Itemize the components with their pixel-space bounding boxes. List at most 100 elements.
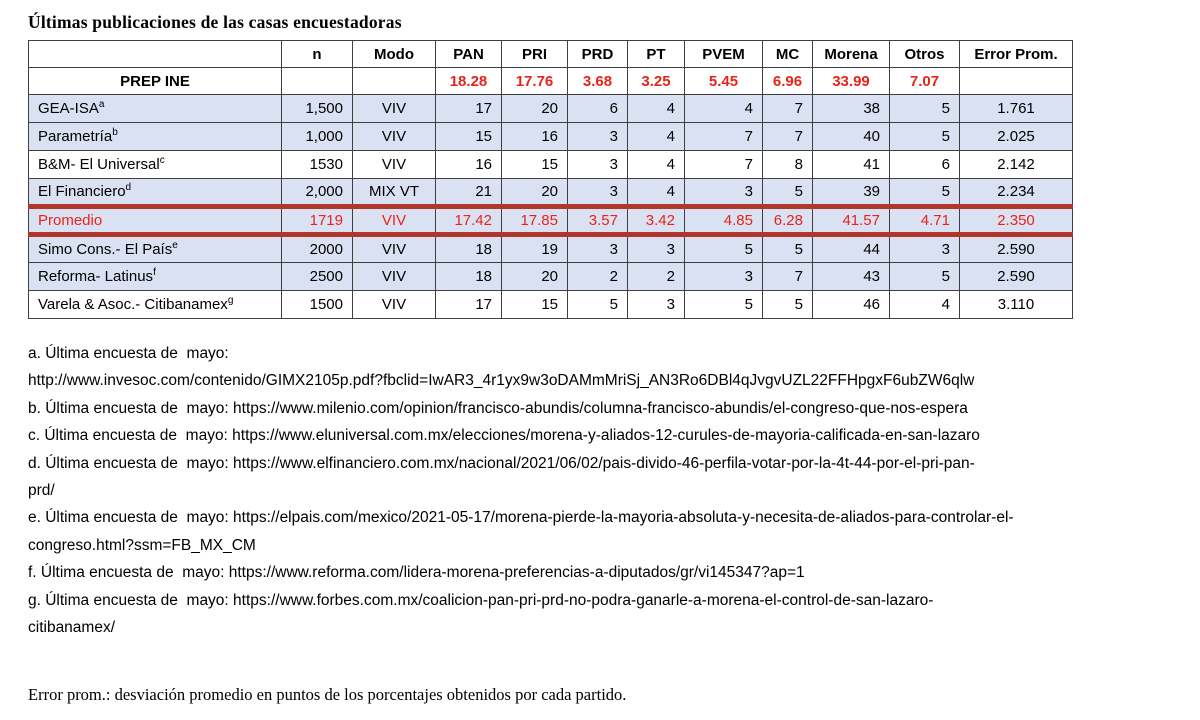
party-value-cell: 6.96 — [762, 67, 813, 95]
sample-size-cell: 1500 — [281, 290, 353, 319]
party-value-cell: 20 — [501, 178, 568, 207]
party-value-cell: 5 — [567, 290, 628, 319]
party-value-cell: 15 — [435, 122, 502, 151]
party-value-cell: 3 — [684, 262, 763, 291]
sample-size-cell — [281, 67, 353, 95]
sample-size-cell: 2,000 — [281, 178, 353, 207]
footnote-marker: g — [227, 295, 234, 306]
footnote-line: g. Última encuesta de mayo: https://www.… — [28, 591, 934, 609]
party-value-cell: 44 — [812, 234, 890, 263]
prep-ine-row: PREP INE 18.28 17.76 3.68 3.25 5.45 6.96 33.99 7… — [28, 67, 1073, 95]
party-value-cell: 18 — [435, 234, 502, 263]
party-value-cell: 2 — [567, 262, 628, 291]
party-value-cell: 3.57 — [567, 204, 628, 237]
party-value-cell: 4 — [627, 94, 685, 123]
footnote: c. Última encuesta de mayo: https://www.… — [28, 422, 1180, 449]
footnote-line: c. Última encuesta de mayo: https://www.… — [28, 427, 980, 445]
sample-size-cell: 1,500 — [281, 94, 353, 123]
mode-cell: VIV — [352, 204, 436, 237]
party-value-cell: 3 — [684, 178, 763, 207]
pollster-name-cell: El Financierod — [28, 178, 282, 207]
party-value-cell: 4 — [889, 290, 960, 319]
party-value-cell: 17 — [435, 94, 502, 123]
party-value-cell: 5 — [684, 290, 763, 319]
footnote-line: d. Última encuesta de mayo: https://www.… — [28, 454, 975, 472]
table-header-row: n Modo PAN PRI PRD PT PVEM MC Morena Otros Error P… — [28, 40, 1073, 68]
party-value-cell: 38 — [812, 94, 890, 123]
party-value-cell: 19 — [501, 234, 568, 263]
footnote-line: http://www.invesoc.com/contenido/GIMX210… — [28, 372, 975, 390]
footnote-line: e. Última encuesta de mayo: https://elpa… — [28, 509, 1014, 527]
party-value-cell: 17 — [435, 290, 502, 319]
party-value-cell: 39 — [812, 178, 890, 207]
footnote: f. Última encuesta de mayo: https://www.… — [28, 559, 1180, 586]
column-header: MC — [762, 40, 813, 68]
party-value-cell: 3.25 — [627, 67, 685, 95]
table-row: Varela & Asoc.- Citibanamexg 1500 VIV 17 15 5… — [28, 290, 1073, 319]
party-value-cell: 2 — [627, 262, 685, 291]
error-cell: 2.590 — [959, 262, 1073, 291]
party-value-cell: 7 — [762, 122, 813, 151]
sample-size-cell: 1719 — [281, 204, 353, 237]
party-value-cell: 7 — [762, 94, 813, 123]
party-value-cell: 43 — [812, 262, 890, 291]
party-value-cell: 3.68 — [567, 67, 628, 95]
party-value-cell: 17.76 — [501, 67, 568, 95]
pollster-name-cell: B&M- El Universalc — [28, 150, 282, 179]
mode-cell — [352, 67, 436, 95]
party-value-cell: 33.99 — [812, 67, 890, 95]
party-value-cell: 3.42 — [627, 204, 685, 237]
column-header: Error Prom. — [959, 40, 1073, 68]
sample-size-cell: 1,000 — [281, 122, 353, 151]
party-value-cell: 17.42 — [435, 204, 502, 237]
table-row: Reforma- Latinusf 2500 VIV 18 20 2 2 3 7 43 5 2.590 — [28, 262, 1073, 291]
party-value-cell: 16 — [435, 150, 502, 179]
table-row: GEA-ISAa 1,500 VIV 17 20 6 4 4 7 38 5 1.761 — [28, 94, 1073, 123]
footnote: d. Última encuesta de mayo: https://www.… — [28, 450, 1180, 505]
table-row: Simo Cons.- El Paíse 2000 VIV 18 19 3 3 5 5 44 3 2.… — [28, 234, 1073, 263]
footnotes-block: a. Última encuesta de mayo: http://www.in… — [28, 340, 1180, 641]
party-value-cell: 5 — [889, 94, 960, 123]
sample-size-cell: 2000 — [281, 234, 353, 263]
footnote: a. Última encuesta de mayo: http://www.in… — [28, 340, 1180, 395]
error-prom-definition: Error prom.: desviación promedio en punt… — [28, 685, 627, 705]
error-cell: 2.025 — [959, 122, 1073, 151]
party-value-cell: 5 — [889, 122, 960, 151]
party-value-cell: 7 — [684, 150, 763, 179]
party-value-cell: 5 — [889, 262, 960, 291]
party-value-cell: 3 — [567, 178, 628, 207]
footnote-marker: b — [112, 127, 118, 138]
pollsters-table: n Modo PAN PRI PRD PT PVEM MC Morena Otros Error P… — [28, 40, 1073, 319]
corner-header-cell — [28, 40, 282, 68]
column-header: PRD — [567, 40, 628, 68]
error-cell: 3.110 — [959, 290, 1073, 319]
column-header: PRI — [501, 40, 568, 68]
error-cell: 2.350 — [959, 204, 1073, 237]
footnote: b. Última encuesta de mayo: https://www.… — [28, 395, 1180, 422]
table-row: B&M- El Universalc 1530 VIV 16 15 3 4 7 8 41 6 2.14… — [28, 150, 1073, 179]
footnote-marker: e — [172, 240, 178, 251]
party-value-cell: 4 — [627, 178, 685, 207]
party-value-cell: 21 — [435, 178, 502, 207]
party-value-cell: 3 — [627, 290, 685, 319]
column-header: PAN — [435, 40, 502, 68]
mode-cell: VIV — [352, 122, 436, 151]
prep-ine-label: PREP INE — [28, 67, 282, 95]
party-value-cell: 5.45 — [684, 67, 763, 95]
party-value-cell: 6 — [567, 94, 628, 123]
party-value-cell: 7.07 — [889, 67, 960, 95]
party-value-cell: 4 — [627, 122, 685, 151]
sample-size-cell: 2500 — [281, 262, 353, 291]
party-value-cell: 3 — [567, 234, 628, 263]
column-header: PT — [627, 40, 685, 68]
pollster-name-cell: GEA-ISAa — [28, 94, 282, 123]
party-value-cell: 3 — [889, 234, 960, 263]
mode-cell: VIV — [352, 234, 436, 263]
promedio-row: Promedio 1719 VIV 17.42 17.85 3.57 3.42 4.85 6.2… — [28, 204, 1073, 237]
footnote-line: f. Última encuesta de mayo: https://www.… — [28, 564, 805, 582]
pollster-name-cell: Promedio — [28, 204, 282, 237]
mode-cell: VIV — [352, 94, 436, 123]
party-value-cell: 17.85 — [501, 204, 568, 237]
footnote-line: citibanamex/ — [28, 619, 116, 637]
mode-cell: VIV — [352, 150, 436, 179]
